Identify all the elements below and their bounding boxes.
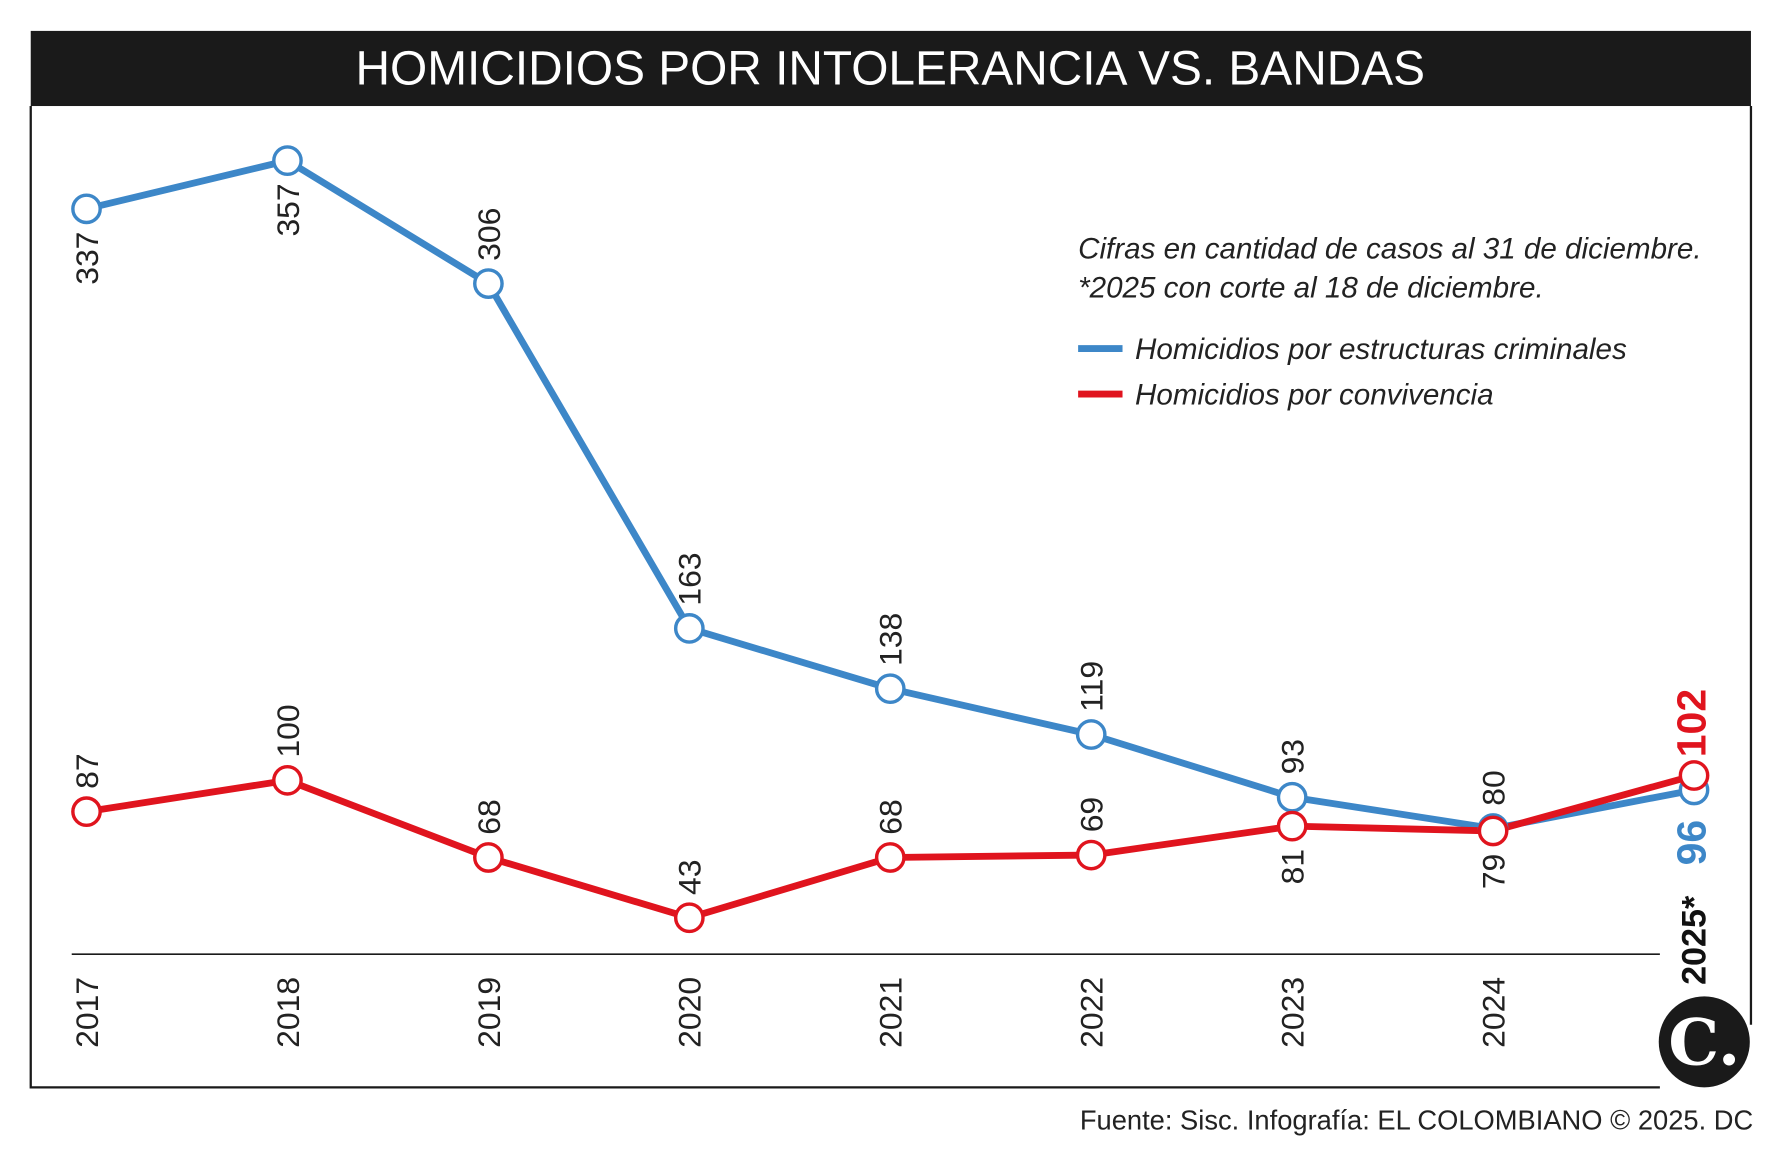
data-label-0-2020: 163 bbox=[672, 552, 708, 605]
data-point-1-2023 bbox=[1276, 810, 1308, 842]
data-point-1-2025* bbox=[1678, 760, 1710, 791]
data-point-0-2020 bbox=[673, 613, 705, 644]
el-colombiano-logo bbox=[1658, 996, 1750, 1088]
data-label-1-2021: 68 bbox=[873, 799, 909, 834]
data-label-1-2018: 100 bbox=[270, 704, 306, 757]
legend-label-criminales: Homicidios por estructuras criminales bbox=[1135, 333, 1627, 366]
x-tick-label-2025*: 2025* bbox=[1675, 895, 1713, 985]
data-label-1-2020: 43 bbox=[672, 860, 708, 895]
x-tick-label-2020: 2020 bbox=[672, 977, 708, 1048]
data-label-1-2025*: 102 bbox=[1668, 689, 1714, 757]
title-bar bbox=[30, 30, 1751, 107]
data-label-0-2025*: 96 bbox=[1668, 820, 1714, 866]
data-label-0-2022: 119 bbox=[1074, 661, 1110, 712]
data-label-0-2024: 80 bbox=[1475, 770, 1511, 805]
data-point-1-2018 bbox=[272, 764, 303, 796]
data-label-0-2023: 93 bbox=[1275, 739, 1311, 774]
x-tick-label-2017: 2017 bbox=[69, 977, 105, 1048]
data-point-1-2022 bbox=[1075, 839, 1107, 871]
data-point-0-2019 bbox=[473, 268, 504, 299]
x-tick-label-2022: 2022 bbox=[1074, 977, 1110, 1048]
data-label-0-2021: 138 bbox=[873, 613, 909, 666]
data-label-0-2019: 306 bbox=[471, 208, 507, 261]
chart-title: HOMICIDIOS POR INTOLERANCIA VS. BANDAS bbox=[356, 42, 1425, 95]
data-point-0-2022 bbox=[1075, 719, 1107, 750]
data-point-0-2018 bbox=[272, 145, 303, 176]
data-label-1-2022: 69 bbox=[1074, 797, 1110, 832]
data-label-0-2017: 337 bbox=[69, 232, 105, 285]
x-tick-label-2024: 2024 bbox=[1475, 977, 1511, 1048]
x-tick-label-2023: 2023 bbox=[1275, 977, 1311, 1048]
x-tick-label-2018: 2018 bbox=[270, 977, 306, 1048]
data-point-1-2024 bbox=[1477, 815, 1509, 847]
data-point-1-2021 bbox=[874, 842, 906, 873]
data-label-0-2018: 357 bbox=[270, 183, 306, 236]
logo-text: C. bbox=[1668, 1006, 1740, 1081]
data-point-1-2017 bbox=[71, 796, 102, 828]
data-point-1-2020 bbox=[673, 902, 705, 934]
data-label-1-2023: 81 bbox=[1275, 849, 1311, 884]
note-2: *2025 con corte al 18 de diciembre. bbox=[1078, 271, 1544, 304]
data-label-1-2019: 68 bbox=[471, 799, 507, 834]
x-tick-label-2021: 2021 bbox=[873, 977, 909, 1048]
data-point-1-2019 bbox=[473, 842, 504, 873]
note-1: Cifras en cantidad de casos al 31 de dic… bbox=[1078, 233, 1701, 266]
data-label-1-2024: 79 bbox=[1475, 854, 1511, 889]
source-footer: Fuente: Sisc. Infografía: EL COLOMBIANO … bbox=[1080, 1105, 1753, 1136]
data-point-0-2021 bbox=[874, 673, 906, 705]
x-tick-label-2019: 2019 bbox=[471, 977, 507, 1048]
data-label-1-2017: 87 bbox=[69, 753, 105, 788]
frame bbox=[29, 106, 1753, 1089]
legend-label-convivencia: Homicidios por convivencia bbox=[1135, 378, 1494, 411]
data-point-0-2023 bbox=[1276, 781, 1308, 813]
data-point-0-2017 bbox=[71, 193, 102, 225]
